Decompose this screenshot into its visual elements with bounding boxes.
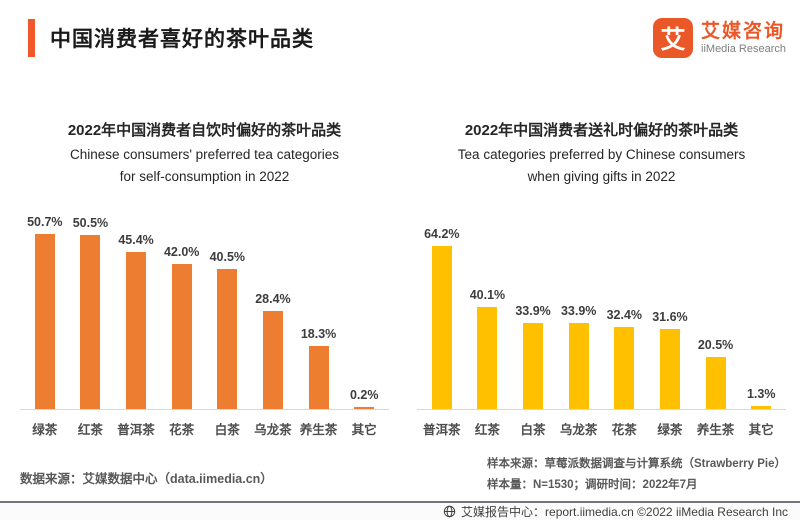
header: 中国消费者喜好的茶叶品类 艾 艾媒咨询 iiMedia Research [28,18,786,58]
x-axis-label: 白茶 [214,423,240,437]
x-axis-label: 花茶 [611,423,637,437]
bar-column: 64.2% [419,227,465,409]
bar [477,307,498,409]
bar [614,327,635,409]
chart-panel-gifting: 2022年中国消费者送礼时偏好的茶叶品类 Tea categories pref… [417,62,786,496]
x-axis-label: 绿茶 [657,423,683,437]
brand-name-cn: 艾媒咨询 [701,21,786,42]
bar-chart-self-consumption: 50.7% 50.5% 45.4% 42.0% 40.5% 28.4% 18.3% 0.2% [20,200,389,410]
x-axis-labels-gifting: 普洱茶 红茶 白茶 乌龙茶 花茶 绿茶 养生茶 其它 [417,419,786,438]
bar-column: 40.1% [465,288,511,409]
bar [262,311,283,409]
bar [431,246,452,409]
x-axis-label: 其它 [351,423,377,437]
bar [34,234,55,409]
title-accent-bar [28,19,35,57]
bar [354,407,375,409]
bar-column: 18.3% [296,327,342,409]
data-source-note: 数据来源：艾媒数据中心（data.iimedia.cn） [20,472,273,486]
bar-column: 42.0% [159,245,205,409]
chart-title-gifting: 2022年中国消费者送礼时偏好的茶叶品类 Tea categories pref… [417,118,786,188]
bar-value-label: 32.4% [606,308,643,322]
chart-title-en-line1: Tea categories preferred by Chinese cons… [457,147,746,162]
bar [705,357,726,409]
bar-value-label: 18.3% [300,327,337,341]
bar-value-label: 40.1% [469,288,506,302]
brand-name-en: iiMedia Research [701,43,786,55]
brand-text: 艾媒咨询 iiMedia Research [701,20,786,56]
chart-title-en-line1: Chinese consumers' preferred tea categor… [70,147,339,162]
sample-source-note: 样本来源：草莓派数据调查与计算系统（Strawberry Pie） 样本量：N=… [487,454,786,496]
bar-value-label: 64.2% [424,227,460,241]
bar-column: 33.9% [510,304,556,409]
x-axis-label: 绿茶 [32,423,58,437]
bar-value-label: 31.6% [652,310,688,324]
bar-column: 45.4% [113,233,159,409]
chart-title-cn: 2022年中国消费者送礼时偏好的茶叶品类 [464,122,739,139]
x-axis-label: 养生茶 [696,423,735,437]
bar-value-label: 42.0% [163,245,200,259]
page-title: 中国消费者喜好的茶叶品类 [50,28,314,51]
bar-column: 50.5% [68,216,114,409]
bar-value-label: 1.3% [746,387,776,401]
x-axis-labels-self-consumption: 绿茶 红茶 普洱茶 花茶 白茶 乌龙茶 养生茶 其它 [20,419,389,438]
x-axis-label: 乌龙茶 [559,423,598,437]
x-axis-label: 白茶 [520,423,546,437]
footer-bar: 艾媒报告中心：report.iimedia.cn ©2022 iiMedia R… [0,501,800,520]
chart-title-cn: 2022年中国消费者自饮时偏好的茶叶品类 [67,122,342,139]
bar-value-label: 50.5% [72,216,109,230]
x-axis-label: 养生茶 [299,423,338,437]
bar-value-label: 45.4% [118,233,154,247]
bar-column: 32.4% [602,308,648,409]
bar-column: 33.9% [556,304,602,409]
bar-value-label: 20.5% [697,338,734,352]
bar-value-label: 33.9% [515,304,551,318]
sample-source-line2: 样本量：N=1530；调研时间：2022年7月 [486,479,698,491]
footer-text: 艾媒报告中心：report.iimedia.cn ©2022 iiMedia R… [461,505,788,519]
bar-value-label: 33.9% [560,304,597,318]
bar-column: 0.2% [341,388,387,409]
chart-title-self-consumption: 2022年中国消费者自饮时偏好的茶叶品类 Chinese consumers' … [20,118,389,188]
bar-value-label: 0.2% [349,388,379,402]
x-axis-label: 乌龙茶 [254,423,292,437]
bar [751,406,772,409]
chart-panel-self-consumption: 2022年中国消费者自饮时偏好的茶叶品类 Chinese consumers' … [20,62,389,496]
bar [568,323,589,409]
bar [80,235,101,409]
bar-column: 20.5% [693,338,739,409]
bar-column: 31.6% [647,310,693,409]
bar [308,346,329,409]
bar-value-label: 40.5% [209,250,246,264]
bar-column: 28.4% [250,292,296,409]
bar [171,264,192,409]
bar [659,329,680,409]
bar-value-label: 28.4% [255,292,291,306]
x-axis-label: 花茶 [169,423,195,437]
sample-source-line1: 样本来源：草莓派数据调查与计算系统（Strawberry Pie） [486,458,786,470]
x-axis-label: 红茶 [77,423,103,437]
bar-column: 50.7% [22,215,68,409]
bar-value-label: 50.7% [27,215,63,229]
x-axis-label: 普洱茶 [117,423,155,437]
bar-chart-gifting: 64.2% 40.1% 33.9% 33.9% 32.4% 31.6% 20.5% 1.3% [417,200,786,410]
bar-column: 1.3% [738,387,784,409]
bar [523,323,544,409]
x-axis-label: 红茶 [474,423,500,437]
x-axis-label: 普洱茶 [423,423,461,437]
chart-title-en-line2: for self-consumption in 2022 [119,169,290,184]
bar-column: 40.5% [205,250,251,409]
bar [126,252,147,409]
brand-logo: 艾 艾媒咨询 iiMedia Research [653,18,786,58]
globe-icon [443,505,456,518]
chart-title-en-line2: when giving gifts in 2022 [527,169,676,184]
x-axis-label: 其它 [748,423,774,437]
charts-area: 2022年中国消费者自饮时偏好的茶叶品类 Chinese consumers' … [0,62,800,496]
bar [217,269,238,409]
iimedia-logo-icon: 艾 [653,18,694,58]
